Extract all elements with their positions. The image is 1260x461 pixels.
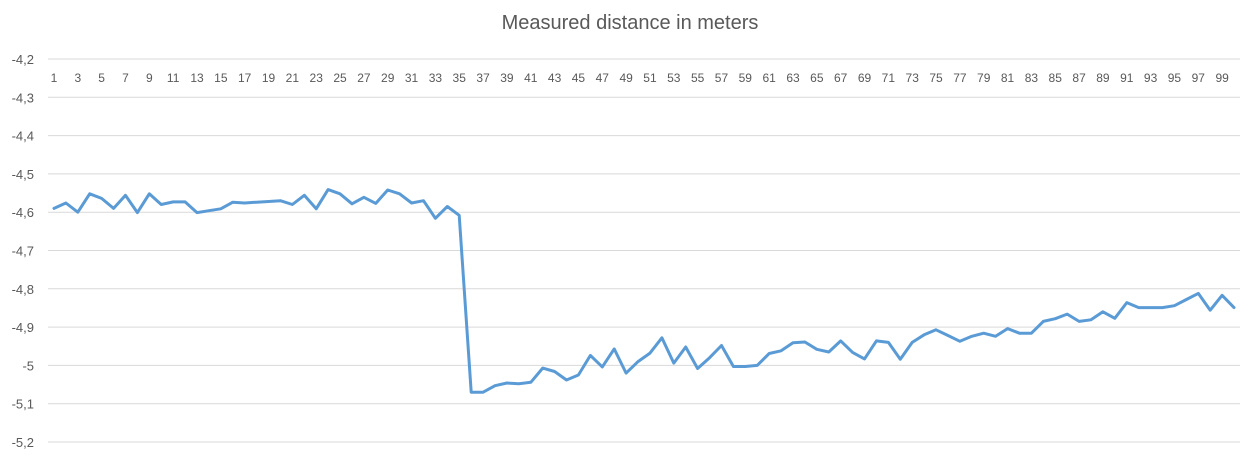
x-tick-label: 55 [691, 71, 705, 85]
x-tick-label: 93 [1144, 71, 1158, 85]
chart-title: Measured distance in meters [501, 12, 759, 34]
x-tick-label: 85 [1049, 71, 1063, 85]
x-tick-label: 27 [357, 71, 371, 85]
x-tick-label: 91 [1120, 71, 1134, 85]
x-tick-label: 67 [834, 71, 848, 85]
y-tick-label: -4,3 [12, 90, 34, 105]
x-tick-label: 41 [524, 71, 538, 85]
series-line [52, 188, 1236, 394]
x-tick-label: 21 [286, 71, 300, 85]
x-tick-label: 19 [262, 71, 276, 85]
x-tick-label: 11 [167, 71, 180, 85]
x-tick-label: 37 [476, 71, 490, 85]
x-tick-label: 49 [619, 71, 633, 85]
x-tick-label: 69 [858, 71, 872, 85]
x-tick-label: 9 [146, 71, 153, 85]
x-tick-label: 7 [122, 71, 129, 85]
x-tick-label: 35 [453, 71, 467, 85]
y-tick-label: -4,2 [12, 52, 34, 67]
x-tick-label: 65 [810, 71, 824, 85]
y-tick-label: -4,9 [12, 320, 34, 335]
x-tick-label: 33 [429, 71, 443, 85]
series-group [52, 188, 1236, 394]
x-tick-label: 47 [596, 71, 610, 85]
y-tick-label: -5 [22, 358, 34, 373]
x-tick-label: 81 [1001, 71, 1015, 85]
x-tick-label: 73 [906, 71, 920, 85]
x-tick-label: 89 [1096, 71, 1110, 85]
x-tick-label: 29 [381, 71, 395, 85]
x-tick-label: 23 [310, 71, 324, 85]
y-axis-ticks: -4,2 -4,3 -4,4 -4,5 -4,6 -4,7 -4,8 -4,9 -5 -5,1 -5… [12, 52, 34, 450]
y-tick-label: -4,7 [12, 244, 34, 259]
x-tick-label: 25 [333, 71, 347, 85]
x-tick-label: 15 [214, 71, 228, 85]
y-tick-label: -4,5 [12, 167, 34, 182]
x-tick-label: 83 [1025, 71, 1039, 85]
x-tick-label: 97 [1192, 71, 1206, 85]
x-tick-label: 17 [238, 71, 252, 85]
x-tick-label: 71 [882, 71, 896, 85]
x-tick-label: 87 [1072, 71, 1086, 85]
y-tick-label: -5,2 [12, 435, 34, 450]
x-tick-label: 53 [667, 71, 681, 85]
x-tick-label: 95 [1168, 71, 1182, 85]
x-tick-label: 77 [953, 71, 967, 85]
gridlines [48, 58, 1240, 443]
x-tick-label: 75 [929, 71, 943, 85]
x-tick-label: 43 [548, 71, 562, 85]
y-tick-label: -4,4 [12, 129, 34, 144]
x-tick-label: 5 [98, 71, 105, 85]
x-tick-label: 39 [500, 71, 514, 85]
x-tick-label: 59 [739, 71, 753, 85]
x-tick-label: 61 [762, 71, 776, 85]
x-tick-label: 63 [786, 71, 800, 85]
x-tick-label: 1 [51, 71, 58, 85]
x-tick-label: 31 [405, 71, 419, 85]
x-tick-label: 45 [572, 71, 586, 85]
x-tick-label: 13 [190, 71, 204, 85]
x-tick-label: 3 [74, 71, 81, 85]
x-axis-ticks: 1 3 5 7 9 11 13 15 17 19 21 23 25 27 29 31 33 35 37 39 41 43 4… [51, 71, 1229, 85]
y-tick-label: -4,6 [12, 205, 34, 220]
x-tick-label: 51 [643, 71, 657, 85]
x-tick-label: 99 [1215, 71, 1229, 85]
y-tick-label: -4,8 [12, 282, 34, 297]
x-tick-label: 79 [977, 71, 991, 85]
y-tick-label: -5,1 [12, 397, 34, 412]
x-tick-label: 57 [715, 71, 729, 85]
